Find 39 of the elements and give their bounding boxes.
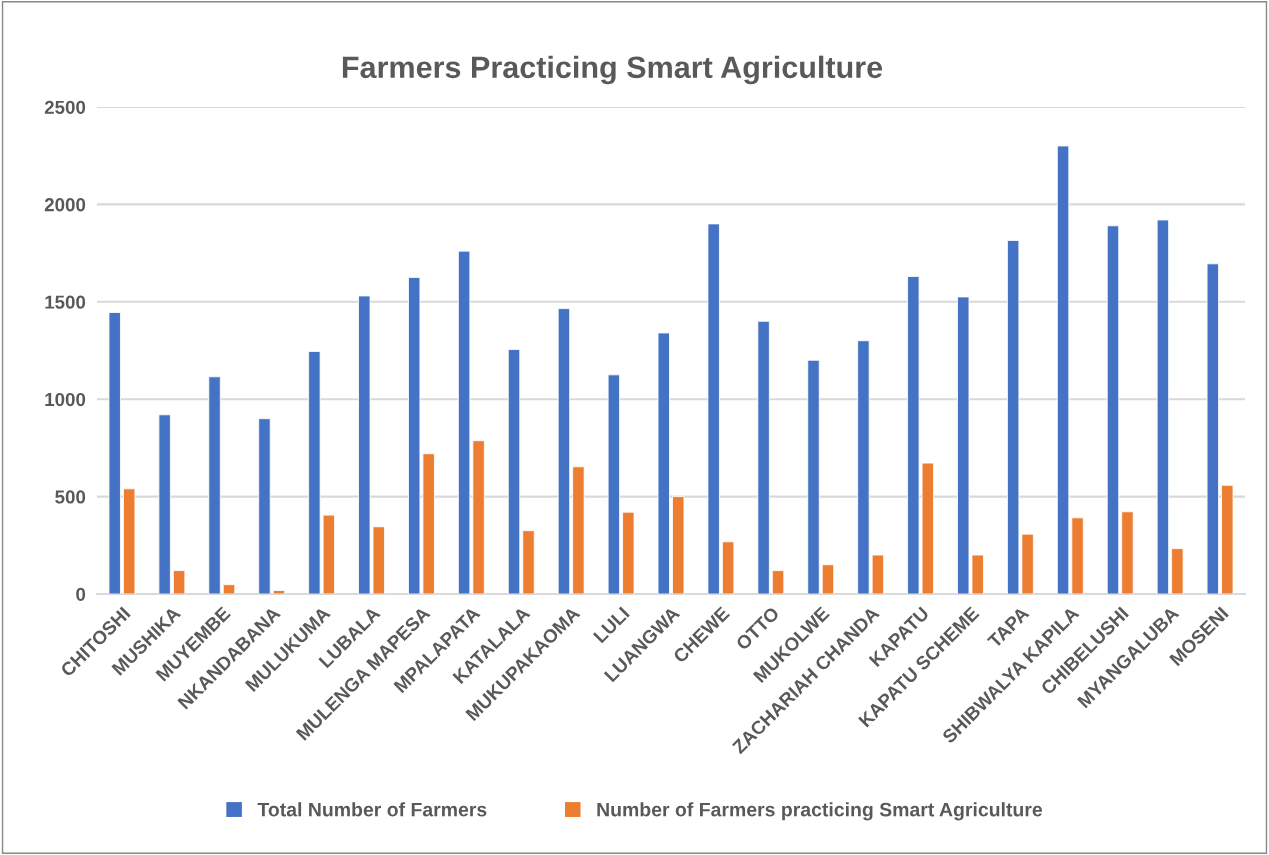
y-tick-label: 2000 bbox=[44, 198, 86, 212]
chart-title: Farmers Practicing Smart Agriculture bbox=[342, 55, 883, 85]
bar bbox=[721, 541, 735, 594]
y-tick-label: 1000 bbox=[45, 392, 86, 407]
bar bbox=[757, 320, 770, 594]
legend-label: Number of Farmers practicing Smart Agriculture bbox=[597, 802, 1043, 821]
bar bbox=[607, 374, 621, 594]
bar bbox=[1056, 145, 1070, 594]
bar bbox=[1221, 484, 1234, 594]
bar bbox=[1156, 219, 1170, 594]
bar bbox=[821, 564, 835, 594]
bar bbox=[622, 511, 635, 594]
y-tick-label: 1500 bbox=[45, 295, 86, 309]
y-tick-label: 0 bbox=[76, 587, 86, 601]
bar bbox=[1171, 548, 1184, 594]
y-tick-label: 2500 bbox=[44, 100, 86, 114]
bar bbox=[657, 332, 670, 594]
y-tick-label: 500 bbox=[55, 490, 86, 504]
bar bbox=[1206, 263, 1219, 594]
bar bbox=[672, 496, 685, 594]
bar bbox=[222, 584, 236, 594]
bar bbox=[522, 530, 535, 594]
bar bbox=[1121, 511, 1134, 594]
bar bbox=[507, 349, 521, 594]
bar bbox=[1106, 225, 1120, 594]
bar bbox=[123, 488, 136, 594]
bar bbox=[771, 570, 785, 594]
bar bbox=[572, 466, 585, 594]
legend-label: Total Number of Farmers bbox=[257, 802, 487, 817]
bar bbox=[557, 308, 571, 594]
bar bbox=[707, 223, 720, 594]
bar bbox=[172, 570, 186, 594]
bar bbox=[807, 359, 820, 594]
bar bbox=[1071, 517, 1084, 594]
bar bbox=[258, 418, 271, 594]
bar bbox=[108, 312, 121, 594]
bar bbox=[272, 590, 286, 594]
bar bbox=[208, 376, 221, 594]
bar bbox=[158, 414, 171, 594]
